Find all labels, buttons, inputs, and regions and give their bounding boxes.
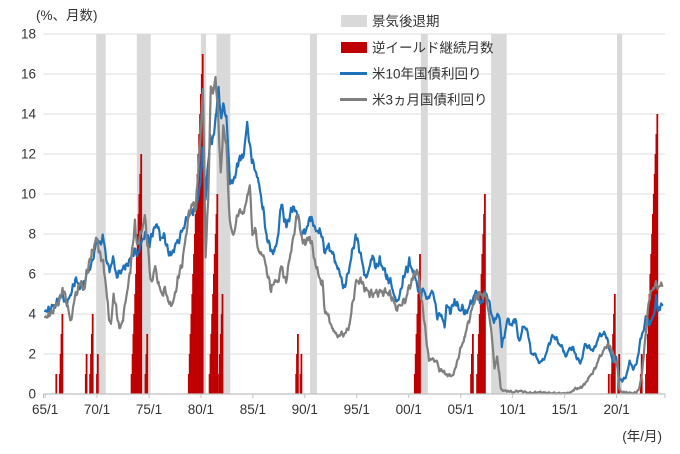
x-tick-label: 85/1	[240, 402, 266, 417]
x-tick-label: 95/1	[344, 402, 370, 417]
inverted-yield-bar	[613, 294, 616, 394]
inverted-yield-bar	[139, 174, 142, 394]
x-tick-label: 00/1	[396, 402, 422, 417]
inverted-yield-bar	[135, 254, 138, 394]
x-tick-label: 20/1	[603, 402, 629, 417]
legend-swatch-inverted-yield-bar	[341, 42, 367, 53]
x-tick-label: 65/1	[32, 402, 58, 417]
inverted-yield-bar	[96, 354, 99, 394]
y-tick-label: 4	[28, 307, 36, 322]
y-tick-label: 6	[28, 267, 36, 282]
legend-label-us3m: 米3ヵ月国債利回り	[372, 93, 488, 108]
y-tick-label: 14	[21, 107, 37, 122]
inverted-yield-bar	[297, 334, 299, 394]
y-tick-label: 12	[21, 147, 36, 162]
y-tick-label: 10	[21, 187, 36, 202]
inverted-yield-bar	[140, 154, 143, 394]
x-tick-label: 90/1	[292, 402, 318, 417]
inverted-yield-bar	[197, 154, 200, 394]
inverted-yield-bar	[187, 374, 190, 394]
inverted-yield-bar	[471, 354, 473, 394]
inverted-yield-bar	[91, 314, 94, 394]
x-tick-label: 75/1	[136, 402, 162, 417]
legend-label-recession: 景気後退期	[372, 14, 440, 29]
inverted-yield-bar	[146, 334, 149, 394]
inverted-yield-bar	[213, 254, 216, 394]
inverted-yield-bar	[419, 254, 421, 394]
inverted-yield-bar	[130, 374, 133, 394]
inverted-yield-bar	[200, 74, 203, 394]
inverted-yield-bar	[656, 114, 659, 394]
inverted-yield-bar	[481, 254, 484, 394]
inverted-yield-bar	[476, 374, 478, 394]
legend-label-us10y: 米10年国債利回り	[372, 67, 482, 82]
inverted-yield-bar	[216, 194, 219, 394]
recession-band	[420, 34, 428, 394]
x-tick-label: 05/1	[448, 402, 474, 417]
y-axis-title: (%、月数)	[36, 8, 98, 23]
x-tick-label: 70/1	[84, 402, 110, 417]
recession-band	[96, 34, 106, 394]
plot-layer: 65/1 70/1 75/1 80/1 85/1 90/1 95/1 00/1 05/1 10/1…	[21, 27, 666, 417]
x-tick-label: 10/1	[500, 402, 526, 417]
inverted-yield-bar	[61, 314, 64, 394]
y-tick-label: 18	[21, 27, 36, 42]
inverted-yield-bar	[85, 354, 88, 394]
x-tick-label: 80/1	[188, 402, 214, 417]
x-axis-unit-label: (年/月)	[622, 429, 662, 444]
inverted-yield-bar	[611, 354, 614, 394]
y-tick-label: 16	[21, 67, 36, 82]
recession-band	[310, 34, 317, 394]
inverted-yield-bar	[607, 374, 610, 394]
inverted-yield-bar	[478, 314, 481, 394]
y-tick-label: 2	[28, 347, 36, 362]
legend-label-inverted-yield: 逆イールド継続月数	[372, 41, 494, 56]
inverted-yield-bar	[472, 334, 474, 394]
legend: 景気後退期 逆イールド継続月数 米10年国債利回り 米3ヵ月国債利回り	[340, 14, 494, 108]
inverted-yield-bar	[219, 354, 221, 394]
inverted-yield-bar	[133, 314, 136, 394]
inverted-yield-bar	[201, 54, 204, 394]
y-tick-label: 0	[28, 387, 36, 402]
inverted-yield-bar	[55, 374, 58, 394]
inverted-yield-bar	[300, 354, 303, 394]
legend-swatch-recession-band	[341, 15, 367, 27]
y-tick-label: 8	[28, 227, 36, 242]
recession-band	[491, 34, 507, 394]
inverted-yield-bar	[211, 314, 213, 394]
x-tick-label: 15/1	[551, 402, 577, 417]
recession-band	[617, 34, 623, 394]
inverted-yield-bar	[221, 294, 224, 394]
